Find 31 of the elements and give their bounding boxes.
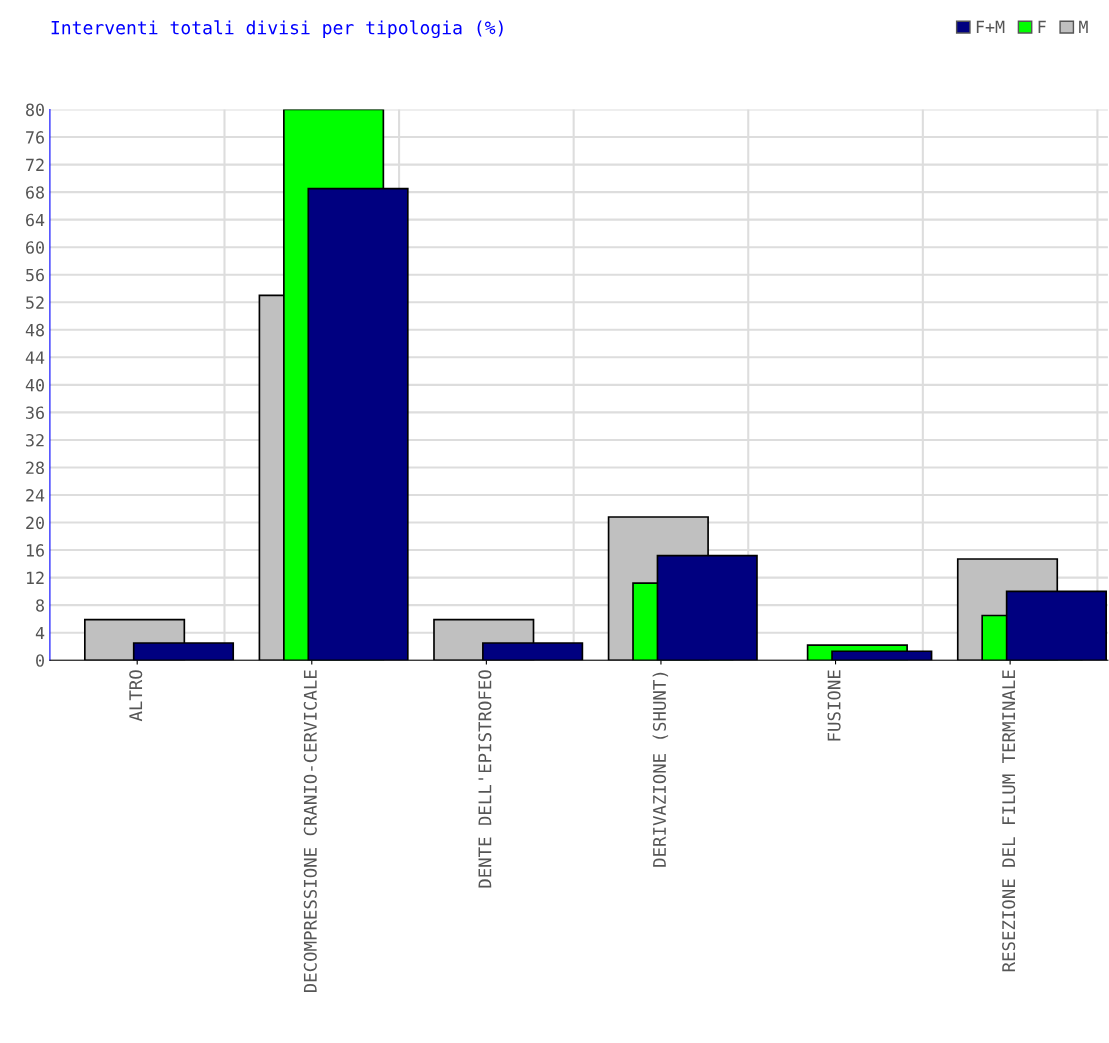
y-tick-label: 48 — [25, 323, 44, 337]
y-tick-label: 72 — [26, 158, 44, 171]
x-tick-label: ALTRO — [129, 670, 143, 722]
y-tick-label: 56 — [26, 268, 44, 282]
legend-label: F — [1038, 20, 1046, 33]
y-tick-label: 68 — [26, 186, 44, 199]
x-tick-label: DENTE DELL'EPISTROFEO — [478, 670, 492, 888]
y-tick-label: 60 — [26, 241, 44, 254]
x-tick-label: RESEZIONE DEL FILUM TERMINALE — [1002, 670, 1016, 972]
y-tick-label: 4 — [35, 626, 45, 640]
y-tick-label: 36 — [26, 406, 44, 420]
y-tick-label: 28 — [26, 461, 44, 475]
y-tick-label: 16 — [26, 544, 44, 557]
y-tick-label: 12 — [26, 571, 44, 584]
x-tick-label: FUSIONE — [827, 670, 841, 741]
y-tick-label: 40 — [25, 378, 44, 392]
y-tick-label: 0 — [36, 654, 44, 667]
x-tick-label: DECOMPRESSIONE CRANIO-CERVICALE — [303, 670, 317, 993]
y-tick-label: 76 — [26, 131, 44, 144]
legend-label: M — [1079, 20, 1088, 33]
y-tick-label: 64 — [26, 213, 45, 227]
chart-title: Interventi totali divisi per tipologia (%) — [51, 20, 503, 39]
y-tick-label: 20 — [26, 516, 44, 530]
y-tick-label: 8 — [36, 599, 44, 612]
y-tick-label: 32 — [26, 433, 44, 447]
legend-label: F+M — [976, 20, 1005, 33]
y-tick-label: 80 — [26, 103, 44, 117]
x-tick-label: DERIVAZIONE (SHUNT) — [652, 672, 669, 867]
y-tick-label: 24 — [26, 489, 45, 502]
y-tick-label: 52 — [26, 296, 44, 309]
y-tick-label: 44 — [25, 351, 45, 364]
